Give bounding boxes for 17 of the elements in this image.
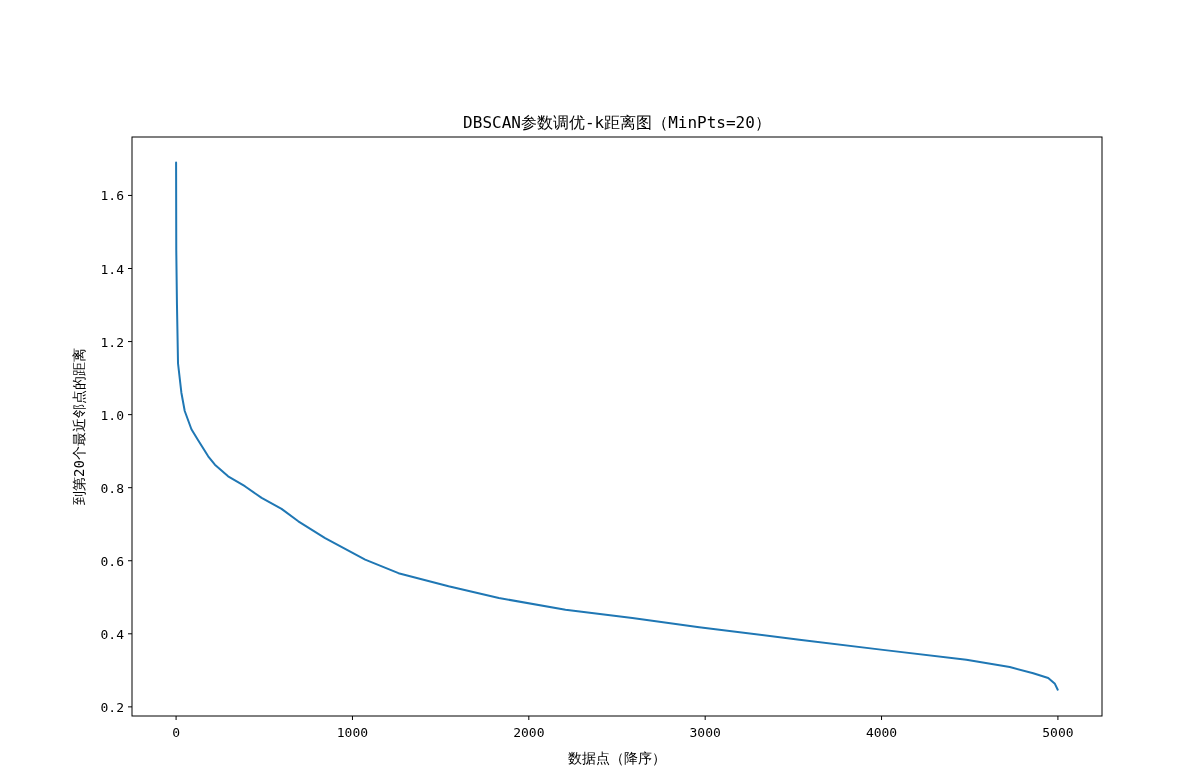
x-tick-label: 5000 [1042, 725, 1074, 740]
y-tick-label: 0.2 [100, 699, 124, 715]
y-tick-label: 0.8 [100, 480, 124, 496]
x-tick-label: 4000 [865, 725, 898, 740]
y-tick-label: 1.0 [100, 407, 124, 423]
x-tick-label: 0 [172, 725, 180, 740]
y-tick-label: 0.4 [100, 626, 125, 642]
y-tick-label: 1.2 [100, 334, 124, 350]
chart-title: DBSCAN参数调优-k距离图（MinPts=20） [463, 113, 771, 132]
y-axis-title: 到第20个最近邻点的距离 [71, 348, 87, 505]
x-tick-label: 2000 [513, 725, 545, 740]
y-tick-label: 1.6 [100, 188, 124, 204]
x-tick-label: 1000 [336, 725, 369, 740]
x-axis-title: 数据点（降序） [568, 750, 666, 766]
y-tick-label: 0.6 [100, 553, 124, 569]
y-tick-label: 1.4 [100, 261, 125, 277]
x-tick-label: 3000 [689, 725, 721, 740]
